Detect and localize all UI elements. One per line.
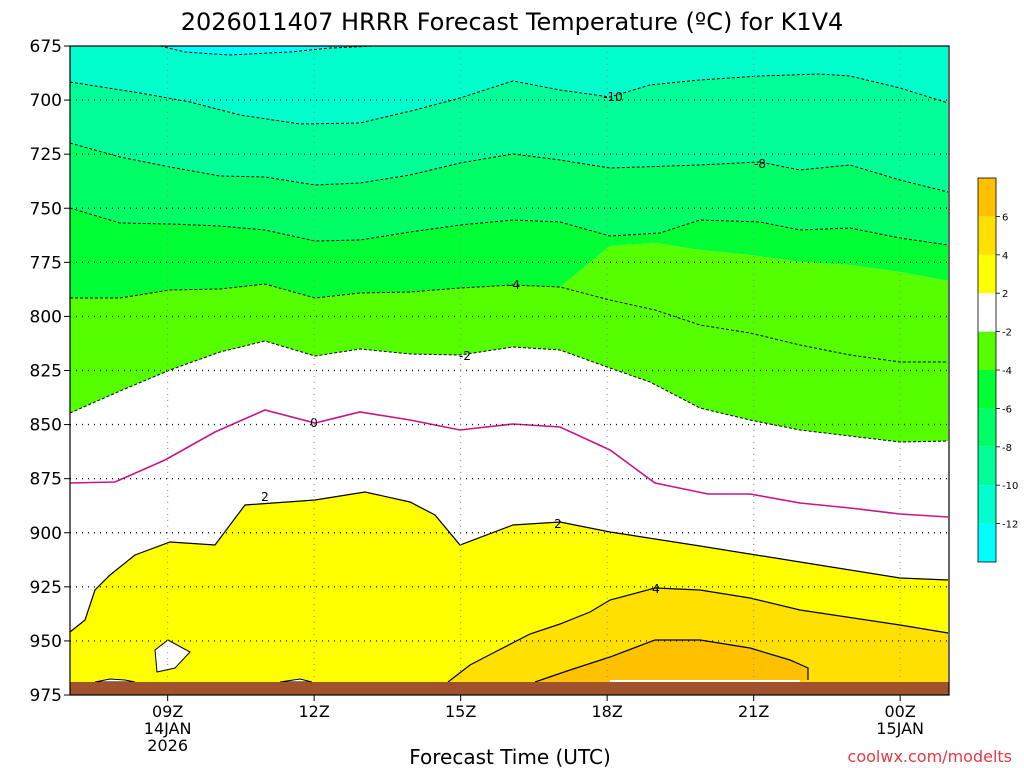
x-tick-label: 09Z [152, 702, 183, 721]
contour-label: -4 [508, 278, 520, 292]
contour-label: 2 [261, 490, 269, 504]
contour-label: -10 [603, 90, 623, 104]
grid [70, 46, 949, 695]
y-tick-label: 800 [30, 307, 62, 327]
x-tick-label: 18Z [592, 702, 623, 721]
plot-area: -10 -8 -4 -2 0 2 2 4 [69, 45, 950, 696]
band-minus6 [70, 143, 948, 245]
y-tick-label: 925 [30, 578, 62, 598]
contour-label: 4 [652, 582, 660, 596]
contour-label: -8 [754, 157, 766, 171]
contour-minus2 [69, 340, 949, 443]
contour-zero [69, 409, 949, 518]
band-minus2 [70, 243, 948, 442]
band-plus4 [448, 588, 948, 682]
colorbar-label: -2 [1002, 328, 1012, 339]
x-tick-label: 21Z [738, 702, 769, 721]
contour-label: -2 [459, 349, 471, 363]
band-minus8 [70, 74, 948, 192]
y-axis-ticks: 675 700 725 750 775 800 825 850 875 900 925 950 975 [30, 37, 70, 706]
colorbar-swatch [978, 216, 996, 255]
colorbar: -12 -10 -8 -6 -4 -2 2 4 6 [977, 177, 1018, 563]
band-minus4 [70, 208, 948, 298]
colorbar-label: -8 [1002, 443, 1012, 454]
chart-title: 2026011407 HRRR Forecast Temperature (ºC… [181, 8, 844, 36]
contour-minus8 [69, 142, 949, 193]
colorbar-label: 4 [1002, 251, 1008, 262]
contour-plus2 [69, 491, 949, 633]
contour-plus6 [534, 639, 809, 683]
y-tick-label: 675 [30, 37, 62, 57]
colorbar-swatch [978, 293, 996, 332]
y-tick-label: 775 [30, 253, 62, 273]
y-tick-label: 975 [30, 686, 62, 706]
band-plus6 [535, 640, 808, 682]
x-tick-label: 15JAN [876, 719, 924, 738]
colorbar-swatch [978, 331, 996, 370]
y-tick-label: 875 [30, 470, 62, 490]
colorbar-label: 6 [1002, 212, 1008, 223]
x-tick-label: 12Z [299, 702, 330, 721]
colorbar-swatch [978, 485, 996, 524]
colorbar-swatch [978, 254, 996, 294]
y-tick-label: 700 [30, 91, 62, 111]
y-tick-label: 825 [30, 362, 62, 382]
y-tick-label: 725 [30, 145, 62, 165]
y-tick-label: 900 [30, 524, 62, 544]
x-axis-label: Forecast Time (UTC) [409, 745, 611, 768]
contour-plus4 [447, 587, 949, 683]
band-minus10 [70, 46, 948, 124]
contour-minus10 [69, 73, 949, 125]
band-minus12 [160, 46, 375, 55]
y-tick-label: 950 [30, 632, 62, 652]
contour-minus12 [159, 45, 376, 56]
colorbar-swatch [978, 408, 996, 447]
colorbar-swatch [978, 178, 996, 217]
colorbar-label: -6 [1002, 404, 1012, 415]
contour-labels: -10 -8 -4 -2 0 2 2 4 [261, 90, 766, 596]
x-tick-label: 15Z [445, 702, 476, 721]
colorbar-label: -10 [1002, 481, 1018, 492]
x-tick-label: 00Z [885, 702, 916, 721]
colorbar-label: -12 [1002, 520, 1018, 531]
contour-label: 0 [310, 416, 318, 430]
y-tick-label: 750 [30, 199, 62, 219]
contour-label: 2 [554, 517, 562, 531]
colorbar-swatch [978, 370, 996, 409]
colorbar-label: 2 [1002, 289, 1008, 300]
contour-minus6 [69, 207, 949, 246]
contour-minus4 [70, 283, 948, 363]
x-tick-label: 14JAN [144, 719, 192, 738]
x-tick-label: 2026 [147, 736, 188, 755]
pocket-white-950 [154, 639, 191, 673]
colorbar-swatch [978, 446, 996, 486]
surface-strip [70, 682, 949, 695]
colorbar-label: -4 [1002, 366, 1012, 377]
y-tick-label: 850 [30, 416, 62, 436]
colorbar-swatch [978, 523, 996, 562]
credit-text: coolwx.com/modelts [848, 747, 1012, 766]
